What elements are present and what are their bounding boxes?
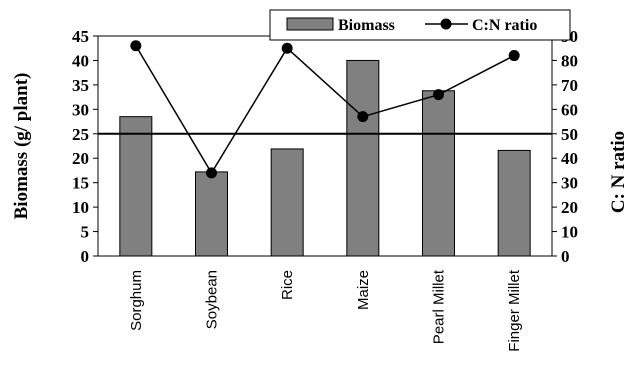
cn-point-maize <box>357 111 369 123</box>
bar-finger-millet <box>497 149 531 257</box>
cn-point-sorghum <box>130 40 142 52</box>
right-tick-label: 40 <box>561 149 578 168</box>
left-tick-label: 25 <box>72 125 89 144</box>
right-axis-ticks: 0102030405060708090 <box>552 27 578 266</box>
cn-point-pearl-millet <box>433 89 444 101</box>
left-tick-label: 35 <box>72 76 89 95</box>
category-label: Soybean <box>204 270 221 329</box>
right-tick-label: 20 <box>561 198 578 217</box>
legend-biomass-swatch <box>286 17 334 31</box>
category-label: Rice <box>279 270 296 300</box>
left-tick-label: 20 <box>72 149 89 168</box>
cn-ratio-line <box>135 45 515 175</box>
legend-cn-label: C:N ratio <box>472 17 537 34</box>
cn-point-soybean <box>206 167 217 179</box>
right-tick-label: 10 <box>561 223 578 242</box>
left-tick-label: 5 <box>81 223 90 242</box>
left-axis-label: Biomass (g/ plant) <box>11 73 32 220</box>
right-tick-label: 30 <box>561 174 578 193</box>
left-tick-label: 0 <box>81 247 90 266</box>
legend-cn-marker <box>440 18 452 30</box>
bar-pearl-millet <box>422 90 455 257</box>
left-tick-label: 45 <box>72 27 89 46</box>
category-label: Pearl Millet <box>431 269 448 344</box>
cn-point-finger-millet <box>508 50 520 62</box>
cn-point-rice <box>281 42 293 54</box>
bar-soybean <box>195 171 228 257</box>
bar-sorghum <box>119 116 153 257</box>
plot-area <box>97 35 553 257</box>
legend: Biomass C:N ratio <box>269 9 571 41</box>
left-tick-label: 10 <box>72 198 89 217</box>
right-axis-label: C: N ratio <box>608 131 629 213</box>
left-tick-label: 30 <box>72 100 89 119</box>
category-label: Sorghum <box>128 270 145 331</box>
bar-maize <box>346 59 380 257</box>
category-label: Finger Millet <box>506 269 523 352</box>
right-tick-label: 50 <box>561 125 578 144</box>
category-label: Maize <box>355 270 372 310</box>
right-tick-label: 60 <box>561 100 578 119</box>
left-axis-ticks: 0 5 10 15 20 25 30 35 40 45 <box>72 27 98 266</box>
legend-biomass-label: Biomass <box>338 17 395 34</box>
right-tick-label: 0 <box>561 247 570 266</box>
left-tick-label: 40 <box>72 51 89 70</box>
right-tick-label: 70 <box>561 76 578 95</box>
right-tick-label: 80 <box>561 51 578 70</box>
left-tick-label: 15 <box>72 174 89 193</box>
plot-frame <box>97 35 553 257</box>
bar-rice <box>270 148 304 257</box>
category-labels: Sorghum Soybean Rice Maize Pearl Millet Finge… <box>128 269 523 352</box>
